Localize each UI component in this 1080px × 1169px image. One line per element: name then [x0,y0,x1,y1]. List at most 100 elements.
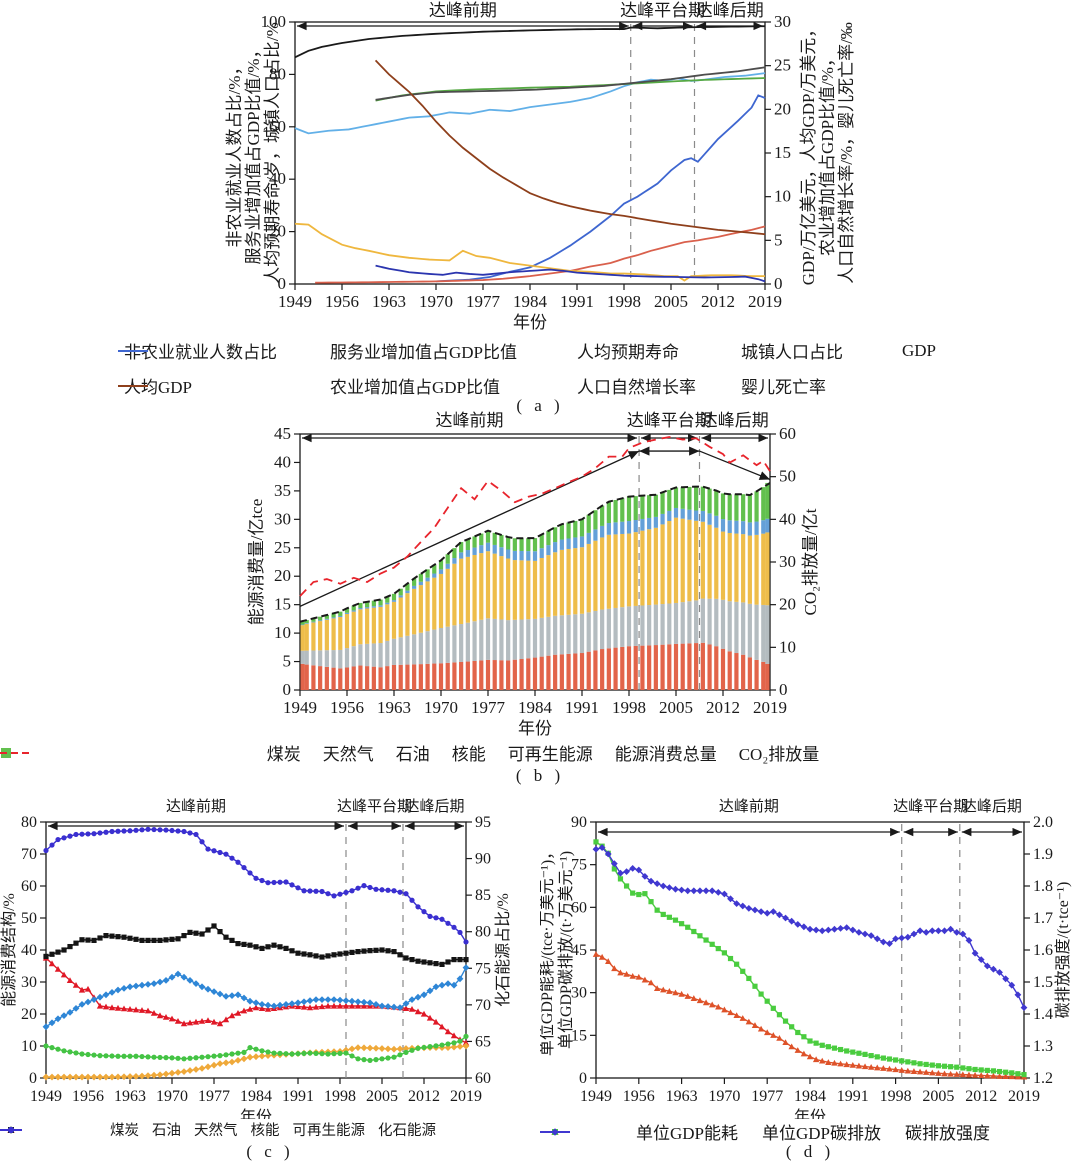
x-tick: 1956 [330,698,364,717]
y-left-tick: 60 [269,117,286,136]
x-tick: 1970 [156,1088,188,1105]
y-left-tick: 25 [274,538,291,557]
y-left-tick: 30 [21,974,37,991]
y-right-tick: 20 [779,595,796,614]
legend-item: 人口自然增长率 [118,373,735,398]
legend-d: 单位GDP能耗 单位GDP碳排放 碳排放强度 [540,1119,1080,1144]
x-tick: 1984 [518,698,553,717]
legend-item-label: 人均GDP [124,378,193,397]
y-left-tick: 80 [21,814,37,831]
y-left-tick: 35 [274,481,291,500]
phase-label: 达峰前期 [436,411,504,430]
legend-item-label: 能源消费总量 [614,745,717,764]
legend-item: 能源消费总量 [0,740,717,765]
x-tick: 1970 [708,1088,740,1105]
series-农业增加值占GDP比值 [294,222,765,282]
x-tick: 1949 [30,1088,62,1105]
x-tick: 1998 [880,1088,912,1105]
legend-item: 石油 [0,1119,181,1140]
y-left-tick: 60 [21,878,37,895]
y-left-axis-title: 单位GDP能耗/(tce·万美元⁻¹)， 单位GDP碳排放/(t·万美元⁻¹) [540,844,575,1056]
y-right-axis-title: 碳排放强度/(t·tce⁻¹) [1054,882,1072,1019]
y-left-tick: 100 [261,12,287,31]
x-tick: 1949 [580,1088,612,1105]
x-tick: 1991 [282,1088,314,1105]
y-right-tick: 70 [475,997,491,1014]
phase-label: 达峰平台期 [627,411,712,430]
y-left-tick: 0 [283,680,292,699]
x-tick: 1977 [471,698,506,717]
y-right-tick: 10 [774,187,791,206]
y-right-tick: 1.4 [1033,1006,1053,1023]
y-right-tick: 1.6 [1033,942,1053,959]
legend-item-label: 化石能源 [378,1123,436,1139]
legend-item: 石油 [1,740,430,765]
x-tick: 1977 [198,1088,230,1105]
y-right-tick: 85 [475,887,491,904]
phase-label: 达峰后期 [701,411,769,430]
y-right-tick: 1.8 [1033,878,1053,895]
y-left-tick: 40 [21,942,37,959]
series-可再生能源 [43,1033,469,1063]
phase-label: 达峰后期 [696,1,764,20]
legend-item: 天然气 [1,740,374,765]
legend-item-label: 婴儿死亡率 [741,378,826,397]
legend-item: 天然气 [0,1119,238,1140]
legend-item: 人均预期寿命 [118,338,735,363]
legend-item-label: CO₂排放量 [738,745,820,764]
legend-item: 可再生能源 [0,1119,365,1140]
x-tick: 1956 [325,292,359,311]
y-right-tick: 60 [779,424,796,443]
y-right-tick: 0 [774,274,783,293]
series-非农业就业人数占比 [294,25,766,59]
series-化石能源 [43,826,469,945]
y-left-axis-title: 非农业就业人数占比/%，服务业增加值占GDP比值/%，人均预期寿命/岁，城镇人口… [225,22,282,284]
x-tick: 2005 [654,292,688,311]
y-left-tick: 20 [269,222,286,241]
x-axis-title: 年份 [513,313,547,332]
y-left-tick: 70 [21,846,37,863]
legend-a: 非农业就业人数占比 服务业增加值占GDP比值 人均预期寿命 城镇人口占比 GDP 人均GD… [118,338,936,398]
y-right-tick: 65 [475,1033,491,1050]
y-right-tick: 30 [774,12,791,31]
series-人口自然增长率 [375,264,766,283]
y-left-tick: 60 [571,899,587,916]
legend-item-label: 非农业就业人数占比 [124,343,277,362]
legend-item: 核能 [0,1119,280,1140]
legend-swatch-line-icon [118,384,148,387]
y-left-tick: 10 [21,1038,37,1055]
legend-item-label: 核能 [250,1123,280,1139]
legend-item: 煤炭 [1,740,301,765]
y-right-axis-title: CO₂排放量/亿t [801,508,820,615]
x-tick: 2012 [965,1088,997,1105]
x-tick: 1970 [419,292,453,311]
legend-item: 单位GDP碳排放 [540,1119,881,1144]
y-right-tick: 1.2 [1033,1070,1053,1087]
phase-label: 达峰平台期 [620,1,705,20]
x-tick: 2019 [450,1088,482,1105]
y-right-tick: 75 [475,960,491,977]
legend-item-label: GDP [902,340,937,360]
plot-frame [45,821,467,1079]
y-right-tick: 40 [779,509,796,528]
y-left-tick: 15 [274,595,291,614]
x-tick: 1963 [666,1088,698,1105]
y-left-tick: 20 [21,1006,37,1023]
series-GDP [435,94,766,283]
series-石油 [43,923,469,967]
caption-a: ( a ) [516,396,564,415]
x-tick: 1963 [377,698,411,717]
legend-item: 可再生能源 [1,740,593,765]
x-tick: 1956 [72,1088,104,1105]
y-right-tick: 5 [774,230,783,249]
x-tick: 1998 [612,698,646,717]
legend-item: 煤炭 [0,1119,139,1140]
trend-rise-arrow [299,450,640,607]
caption-c: ( c ) [246,1142,294,1161]
y-right-tick: 30 [779,552,796,571]
x-tick: 2005 [659,698,693,717]
legend-item-label: 农业增加值占GDP比值 [330,378,501,397]
phase-label: 达峰后期 [962,798,1022,815]
y-left-tick: 40 [269,169,286,188]
